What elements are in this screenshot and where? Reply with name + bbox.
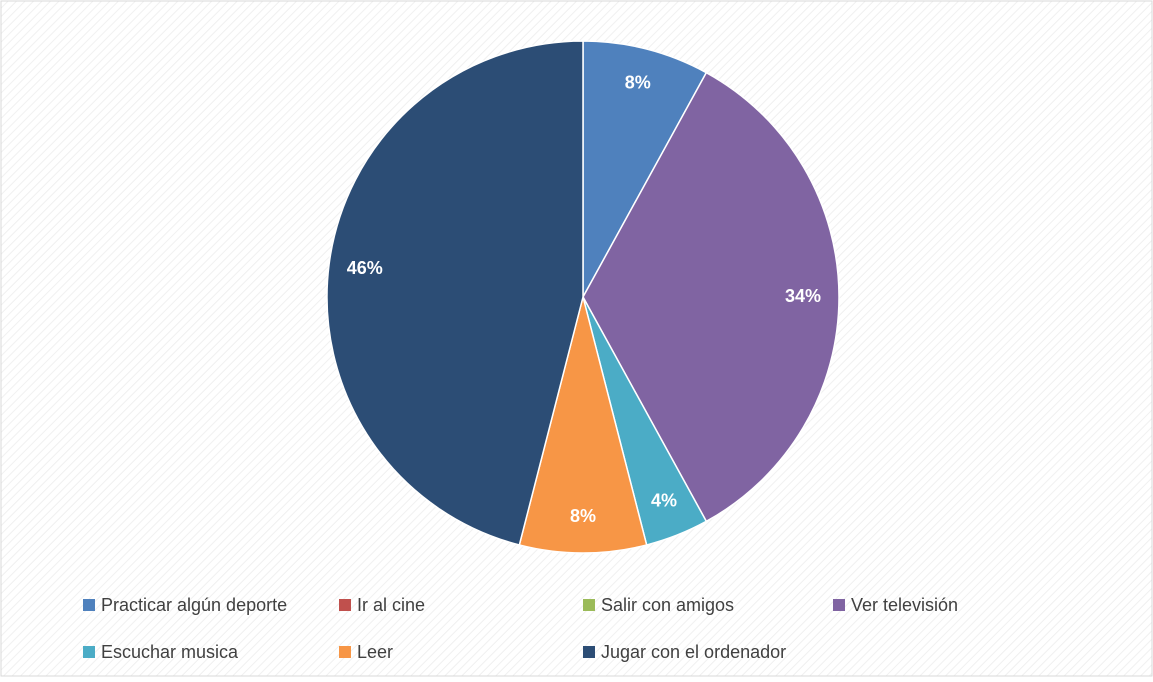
legend-swatch: [583, 646, 595, 658]
legend-swatch: [339, 599, 351, 611]
legend-label: Ver televisión: [851, 595, 958, 615]
slice-label: 4%: [651, 490, 677, 510]
legend-label: Salir con amigos: [601, 595, 734, 615]
legend-swatch: [583, 599, 595, 611]
legend: Practicar algún deporte Ir al cine Salir c…: [83, 595, 958, 662]
pie-slice: [326, 40, 584, 546]
slice-label: 8%: [570, 506, 596, 526]
legend-label: Ir al cine: [357, 595, 425, 615]
pie-slice: [582, 71, 840, 523]
slice-label: 46%: [347, 258, 383, 278]
legend-swatch: [833, 599, 845, 611]
slice-label: 34%: [785, 286, 821, 306]
legend-swatch: [339, 646, 351, 658]
legend-label: Practicar algún deporte: [101, 595, 287, 615]
legend-label: Leer: [357, 642, 393, 662]
legend-label: Jugar con el ordenador: [601, 642, 786, 662]
legend-swatch: [83, 646, 95, 658]
pie-slice: [518, 296, 648, 554]
slice-labels: 8% 34% 4% 8% 46%: [347, 73, 821, 526]
legend-swatch: [83, 599, 95, 611]
pie-slice: [582, 40, 708, 298]
slice-label: 8%: [625, 73, 651, 93]
legend-label: Escuchar musica: [101, 642, 239, 662]
pie: [326, 40, 840, 554]
